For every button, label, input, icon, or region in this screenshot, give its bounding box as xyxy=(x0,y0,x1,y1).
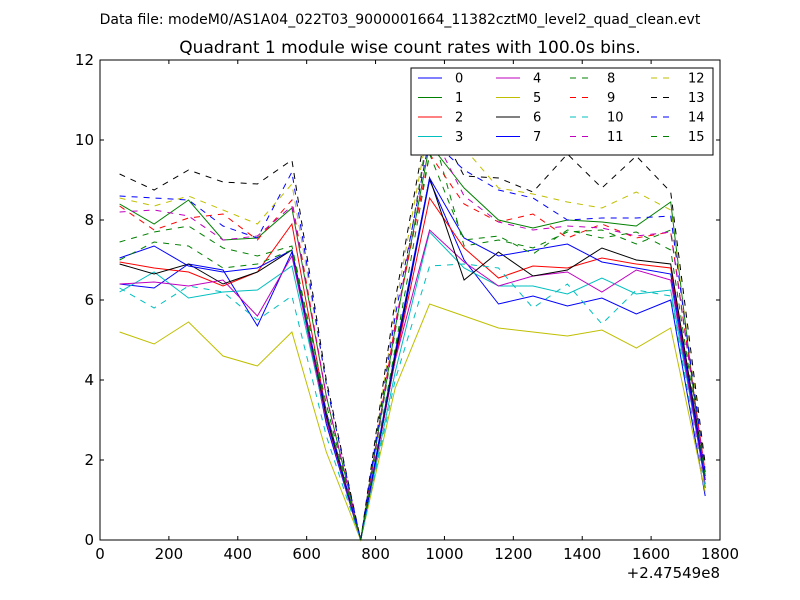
chart-suptitle: Data file: modeM0/AS1A04_022T03_90000016… xyxy=(100,12,701,28)
series-line-6 xyxy=(119,176,706,541)
legend-label-5: 5 xyxy=(533,91,541,106)
series-line-0 xyxy=(119,178,706,541)
x-tick-label: 1400 xyxy=(563,545,601,563)
series-line-4 xyxy=(119,229,706,541)
series-line-12 xyxy=(119,119,706,541)
series-line-13 xyxy=(119,108,706,541)
series-line-9 xyxy=(119,152,706,541)
x-tick-label: 0 xyxy=(95,545,105,563)
legend-label-10: 10 xyxy=(607,111,624,126)
legend-label-11: 11 xyxy=(607,130,624,145)
y-tick-label: 12 xyxy=(75,51,94,69)
y-tick-label: 2 xyxy=(84,451,94,469)
series-line-7 xyxy=(119,176,706,541)
x-tick-label: 1600 xyxy=(632,545,670,563)
x-offset-label: +2.47549e8 xyxy=(627,564,720,582)
x-tick-label: 600 xyxy=(292,545,321,563)
legend-label-12: 12 xyxy=(688,72,705,87)
legend-label-6: 6 xyxy=(533,111,541,126)
series-line-1 xyxy=(119,142,706,541)
legend-label-0: 0 xyxy=(455,72,463,87)
y-tick-label: 6 xyxy=(84,291,94,309)
legend-label-4: 4 xyxy=(533,72,541,87)
legend-label-8: 8 xyxy=(607,72,615,87)
series-line-14 xyxy=(119,137,706,541)
x-tick-label: 200 xyxy=(155,545,184,563)
x-tick-label: 1000 xyxy=(425,545,463,563)
series-line-2 xyxy=(119,196,706,541)
series-line-8 xyxy=(119,121,706,541)
y-tick-label: 4 xyxy=(84,371,94,389)
x-tick-label: 1800 xyxy=(701,545,739,563)
legend-label-1: 1 xyxy=(455,91,463,106)
legend-label-7: 7 xyxy=(533,130,541,145)
legend-label-3: 3 xyxy=(455,130,463,145)
x-tick-label: 800 xyxy=(361,545,390,563)
y-tick-label: 10 xyxy=(75,131,94,149)
axis-ticks: 0 200 400 600 800 1000 1200 1400 1600 18000246810… xyxy=(75,51,739,563)
series-line-10 xyxy=(119,263,706,542)
plot-lines xyxy=(119,108,706,542)
series-line-11 xyxy=(119,126,706,541)
legend-frame xyxy=(410,67,714,156)
legend-label-2: 2 xyxy=(455,111,463,126)
series-line-3 xyxy=(119,230,706,541)
x-tick-label: 1200 xyxy=(494,545,532,563)
y-tick-label: 0 xyxy=(84,531,94,549)
legend-label-15: 15 xyxy=(688,130,705,145)
legend-label-14: 14 xyxy=(688,111,705,126)
x-tick-label: 400 xyxy=(223,545,252,563)
legend-label-13: 13 xyxy=(688,91,705,106)
chart-title: Quadrant 1 module wise count rates with … xyxy=(179,38,640,58)
legend-label-9: 9 xyxy=(607,91,615,106)
y-tick-label: 8 xyxy=(84,211,94,229)
series-line-5 xyxy=(119,303,706,542)
